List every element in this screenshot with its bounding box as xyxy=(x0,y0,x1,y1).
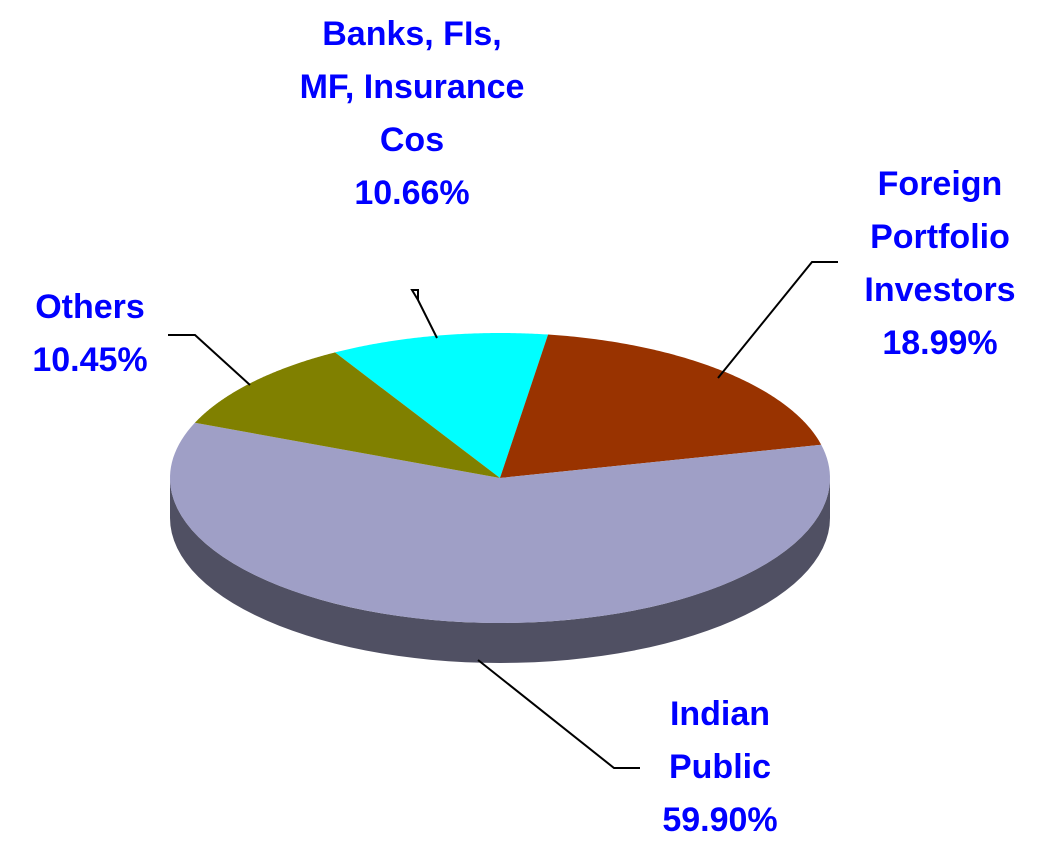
label-block: Others 10.45% xyxy=(0,281,180,387)
leader-line xyxy=(477,659,640,769)
slice-side xyxy=(170,478,830,663)
slice xyxy=(194,352,500,478)
label-block: Indian Public 59.90% xyxy=(630,688,810,847)
category-label: Foreign Portfolio Investors xyxy=(864,165,1016,309)
label-block: Banks, FIs, MF, Insurance Cos 10.66% xyxy=(297,8,527,220)
category-label: Indian Public xyxy=(668,695,772,786)
label-block: Foreign Portfolio Investors 18.99% xyxy=(840,158,1040,370)
slice xyxy=(170,422,830,623)
leader-line xyxy=(410,289,438,339)
category-label: Others xyxy=(35,288,145,326)
leader-lines xyxy=(168,261,838,769)
value-label: 10.66% xyxy=(354,174,470,212)
pie xyxy=(170,333,830,663)
slice xyxy=(335,333,549,478)
value-label: 18.99% xyxy=(882,324,998,362)
leader-line xyxy=(717,261,838,379)
leader-line xyxy=(168,334,251,386)
slice xyxy=(500,334,822,478)
value-label: 10.45% xyxy=(32,341,148,379)
value-label: 59.90% xyxy=(662,801,778,839)
category-label: Banks, FIs, MF, Insurance Cos xyxy=(299,15,525,159)
